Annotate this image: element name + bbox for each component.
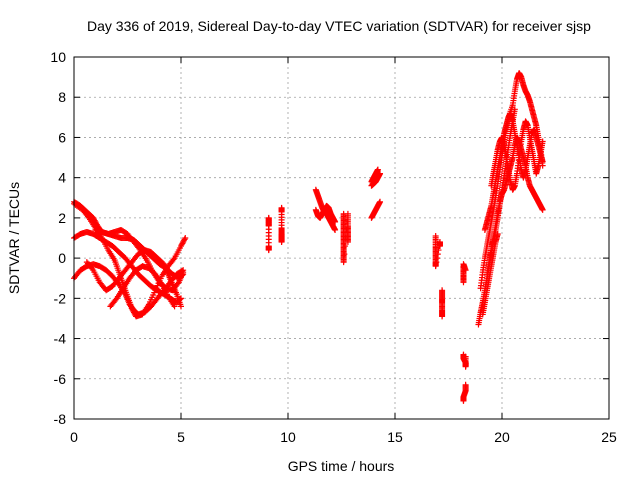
data-point [342, 243, 349, 250]
y-tick-label: -2 [54, 290, 67, 306]
data-point [112, 296, 119, 303]
data-point [332, 218, 339, 225]
data-point [181, 236, 188, 243]
data-point [89, 265, 96, 272]
x-tick-label: 25 [601, 429, 617, 445]
x-tick-label: 5 [177, 429, 185, 445]
y-tick-label: -4 [54, 331, 67, 347]
y-tick-label: 8 [58, 89, 66, 105]
data-point [278, 239, 285, 246]
y-tick-label: 10 [50, 49, 66, 65]
data-point [462, 353, 469, 360]
plot-frame [73, 56, 610, 420]
data-point [174, 280, 181, 287]
y-tick-label: 6 [58, 129, 66, 145]
data-point [182, 235, 189, 241]
data-point [340, 259, 347, 266]
x-tick-label: 0 [70, 429, 78, 445]
data-point [171, 303, 178, 310]
data-point [377, 170, 384, 177]
data-point [136, 245, 143, 252]
data-point [178, 303, 184, 310]
data-point [435, 247, 442, 254]
y-tick-label: 2 [58, 210, 66, 226]
data-point [84, 213, 91, 220]
data-point [436, 243, 443, 250]
data-point [432, 263, 439, 270]
data-point [170, 256, 177, 263]
data-point [332, 226, 339, 233]
data-point [377, 198, 384, 205]
data-point [462, 267, 469, 274]
data-point [374, 166, 381, 173]
chart-title: Day 336 of 2019, Sidereal Day-to-day VTE… [87, 18, 591, 34]
y-tick-label: 4 [58, 170, 66, 186]
x-tick-label: 15 [387, 429, 403, 445]
data-point [344, 239, 351, 246]
y-tick-label: 0 [58, 250, 66, 266]
data-point [433, 259, 440, 266]
x-tick-label: 10 [280, 429, 296, 445]
data-point [434, 255, 441, 262]
y-tick-label: -6 [54, 371, 67, 387]
data-point [434, 251, 441, 258]
data-point [460, 397, 467, 404]
data-point [265, 247, 272, 254]
data-points [71, 70, 546, 404]
x-tick-label: 20 [494, 429, 510, 445]
data-point [539, 138, 546, 145]
data-point [180, 269, 187, 276]
x-axis-label: GPS time / hours [288, 458, 395, 474]
data-point [539, 206, 546, 213]
data-point [494, 230, 501, 237]
y-tick-label: -8 [54, 411, 67, 427]
y-axis-label: SDTVAR / TECUs [6, 182, 22, 294]
data-point [341, 251, 348, 258]
data-point [439, 313, 446, 320]
